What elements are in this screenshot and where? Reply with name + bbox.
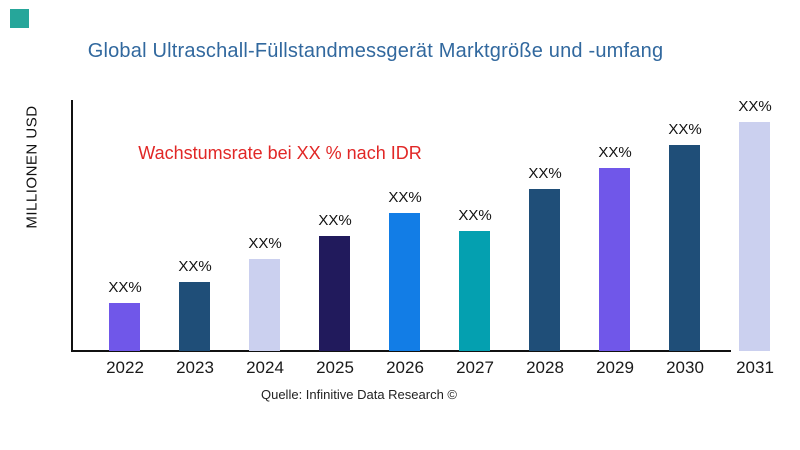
bar-group-2031: XX% 2031	[720, 98, 790, 377]
bar-value-label: XX%	[598, 144, 632, 161]
y-axis-label: MILLIONEN USD	[23, 105, 41, 229]
bar-value-label: XX%	[528, 165, 562, 182]
bar-2022	[109, 303, 140, 351]
x-tick-label: 2030	[666, 358, 704, 377]
bar-group-2023: XX% 2023	[160, 100, 230, 377]
bar-group-2030: XX% 2030	[650, 100, 720, 377]
x-tick-label: 2024	[246, 358, 284, 377]
bar-group-2029: XX% 2029	[580, 100, 650, 377]
bar-2030	[669, 145, 700, 351]
source-attribution: Quelle: Infinitive Data Research ©	[260, 387, 457, 402]
bar-2023	[179, 282, 210, 351]
bar-group-2025: XX% 2025	[300, 100, 370, 377]
bar-group-2026: XX% 2026	[370, 100, 440, 377]
bar-2026	[389, 213, 420, 351]
bar-value-label: XX%	[458, 207, 492, 224]
bar-group-2028: XX% 2028	[510, 100, 580, 377]
bar-value-label: XX%	[248, 235, 282, 252]
bar-2027	[459, 231, 490, 351]
x-tick-label: 2027	[456, 358, 494, 377]
chart-title: Global Ultraschall-Füllstandmessgerät Ma…	[87, 40, 664, 62]
x-tick-label: 2031	[736, 358, 774, 377]
x-tick-label: 2025	[316, 358, 354, 377]
bar-value-label: XX%	[178, 258, 212, 275]
bar-2029	[599, 168, 630, 351]
x-tick-label: 2029	[596, 358, 634, 377]
bar-group-2024: XX% 2024	[230, 100, 300, 377]
x-tick-label: 2026	[386, 358, 424, 377]
brand-square	[10, 9, 29, 28]
y-axis-line	[71, 100, 73, 352]
bar-value-label: XX%	[388, 189, 422, 206]
x-axis-line	[71, 350, 731, 352]
x-tick-label: 2023	[176, 358, 214, 377]
bar-2025	[319, 236, 350, 351]
growth-rate-note: Wachstumsrate bei XX % nach IDR	[138, 143, 422, 163]
bar-2031	[739, 122, 770, 351]
bar-group-2027: XX% 2027	[440, 100, 510, 377]
x-tick-label: 2028	[526, 358, 564, 377]
bar-2024	[249, 259, 280, 351]
bar-value-label: XX%	[318, 212, 352, 229]
bar-group-2022: XX% 2022	[90, 100, 160, 377]
x-tick-label: 2022	[106, 358, 144, 377]
bar-value-label: XX%	[668, 121, 702, 138]
bar-2028	[529, 189, 560, 351]
bar-value-label: XX%	[738, 98, 772, 115]
bars-area: XX% 2022 XX% 2023 XX% 2024 XX% 2025 XX% 2026 XX% 20…	[90, 98, 790, 377]
bar-value-label: XX%	[108, 279, 142, 296]
